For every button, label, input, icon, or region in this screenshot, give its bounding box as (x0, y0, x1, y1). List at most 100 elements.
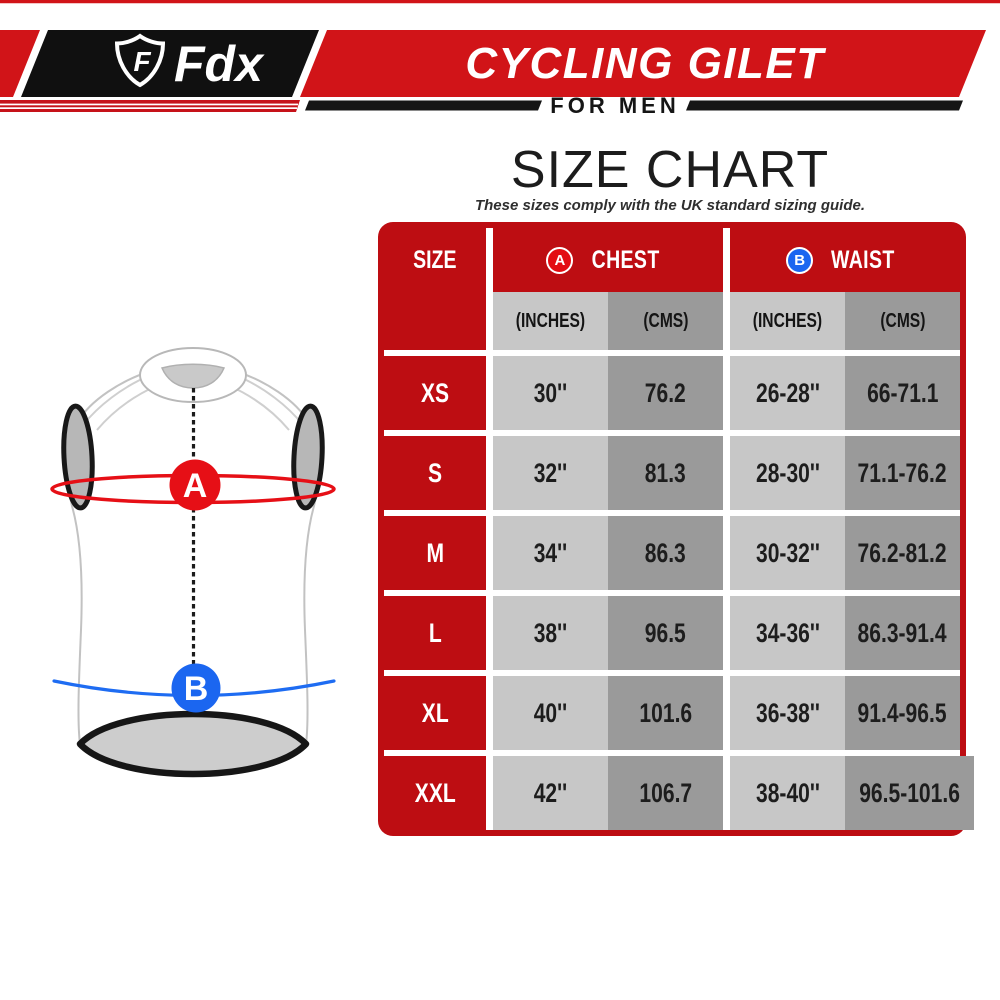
size-cell: S (384, 436, 486, 510)
subheader-label: (CMS) (642, 309, 689, 332)
waist-subheaders: (INCHES) (CMS) (730, 292, 960, 350)
gilet-illustration: A B (50, 347, 336, 778)
chest-cms-cell: 106.7 (608, 756, 723, 830)
chest-cms-cell: 76.2 (608, 356, 723, 430)
col-header-chest: A CHEST (493, 228, 723, 292)
row-divider (384, 590, 960, 596)
row-divider (384, 510, 960, 516)
chest-marker-icon: A (546, 246, 574, 274)
col-header-waist: B WAIST (730, 228, 960, 292)
chest-inches-cell: 30'' (493, 356, 608, 430)
chest-subheaders: (INCHES) (CMS) (493, 292, 723, 350)
table-header: SIZE A CHEST (INCHES) (CMS) B WAIST (384, 228, 960, 350)
cell-value: 34-36'' (755, 617, 820, 648)
row-divider (384, 670, 960, 676)
column-divider (486, 756, 493, 830)
column-divider (723, 596, 730, 670)
cell-value: 86.3-91.4 (858, 617, 947, 648)
subheader-label: (CMS) (879, 309, 926, 332)
cell-value: 26-28'' (755, 377, 820, 408)
cell-value: 42'' (533, 777, 568, 808)
cell-value: 30'' (533, 377, 568, 408)
waist-cms-cell: 66-71.1 (845, 356, 960, 430)
size-cell: M (384, 516, 486, 590)
waist-inches-cell: 34-36'' (730, 596, 845, 670)
chest-cms-cell: 96.5 (608, 596, 723, 670)
cell-value: 81.3 (645, 457, 686, 488)
for-men-bar-left (305, 100, 542, 111)
waist-cms-cell: 71.1-76.2 (845, 436, 960, 510)
chest-cms-cell: 101.6 (608, 676, 723, 750)
hem-opening (76, 710, 310, 778)
column-divider (486, 676, 493, 750)
cell-value: 38-40'' (755, 777, 820, 808)
fdx-logo: F (114, 33, 166, 88)
cell-value: 38'' (533, 617, 568, 648)
subheader-chest-cms: (CMS) (608, 292, 723, 350)
size-cell: L (384, 596, 486, 670)
cell-value: 36-38'' (755, 697, 820, 728)
waist-marker: B (171, 663, 221, 713)
cell-value: 34'' (533, 537, 568, 568)
cell-value: 96.5 (645, 617, 686, 648)
waist-inches-cell: 38-40'' (730, 756, 845, 830)
size-cell: XL (384, 676, 486, 750)
table-row: XS 30'' 76.2 26-28'' 66-71.1 (384, 356, 960, 430)
table-row: L 38'' 96.5 34-36'' 86.3-91.4 (384, 596, 960, 670)
brand-banner: F Fdx CYCLING GILET FOR MEN (0, 0, 1000, 118)
waist-inches-cell: 36-38'' (730, 676, 845, 750)
size-label: M (426, 537, 444, 568)
cell-value: 96.5-101.6 (859, 777, 960, 808)
chest-marker: A (169, 459, 221, 511)
row-divider (384, 750, 960, 756)
size-label: XL (421, 697, 449, 728)
cell-value: 32'' (533, 457, 568, 488)
chest-group: A CHEST (INCHES) (CMS) (493, 228, 723, 350)
cell-value: 71.1-76.2 (858, 457, 947, 488)
cell-value: 66-71.1 (866, 377, 939, 408)
column-divider (723, 516, 730, 590)
cell-value: 86.3 (645, 537, 686, 568)
waist-cms-cell: 86.3-91.4 (845, 596, 960, 670)
subheader-waist-inches: (INCHES) (730, 292, 845, 350)
waist-cms-cell: 76.2-81.2 (845, 516, 960, 590)
column-divider (486, 356, 493, 430)
cell-value: 101.6 (639, 697, 692, 728)
column-divider (723, 436, 730, 510)
column-divider (486, 596, 493, 670)
size-label: S (427, 457, 443, 488)
col-header-size: SIZE (384, 228, 486, 350)
chest-header-label: CHEST (591, 245, 661, 274)
banner-title: CYCLING GILET (465, 39, 826, 88)
chest-cms-cell: 81.3 (608, 436, 723, 510)
waist-group: B WAIST (INCHES) (CMS) (730, 228, 960, 350)
brand-text: Fdx (174, 36, 265, 92)
waist-header-label: WAIST (831, 245, 895, 274)
size-cell: XXL (384, 756, 486, 830)
chest-inches-cell: 42'' (493, 756, 608, 830)
waist-marker-icon-letter: B (794, 251, 806, 269)
sizing-note: These sizes comply with the UK standard … (474, 197, 866, 214)
cell-value: 106.7 (639, 777, 692, 808)
table-row: S 32'' 81.3 28-30'' 71.1-76.2 (384, 436, 960, 510)
column-divider (723, 356, 730, 430)
top-red-line (0, 0, 1000, 4)
collar-opening (160, 363, 226, 389)
size-label: L (428, 617, 442, 648)
chest-marker-icon-letter: A (554, 251, 566, 269)
chest-inches-cell: 34'' (493, 516, 608, 590)
chest-inches-cell: 32'' (493, 436, 608, 510)
column-divider (723, 676, 730, 750)
subheader-waist-cms: (CMS) (845, 292, 960, 350)
cell-value: 76.2 (645, 377, 686, 408)
page-title: SIZE CHART (510, 141, 830, 199)
table-row: XL 40'' 101.6 36-38'' 91.4-96.5 (384, 676, 960, 750)
size-header-label: SIZE (413, 245, 457, 274)
chest-inches-cell: 38'' (493, 596, 608, 670)
column-divider (486, 436, 493, 510)
size-label: XS (420, 377, 450, 408)
shield-icon (114, 33, 166, 88)
for-men-label: FOR MEN (550, 93, 679, 118)
chest-marker-letter: A (183, 467, 208, 505)
